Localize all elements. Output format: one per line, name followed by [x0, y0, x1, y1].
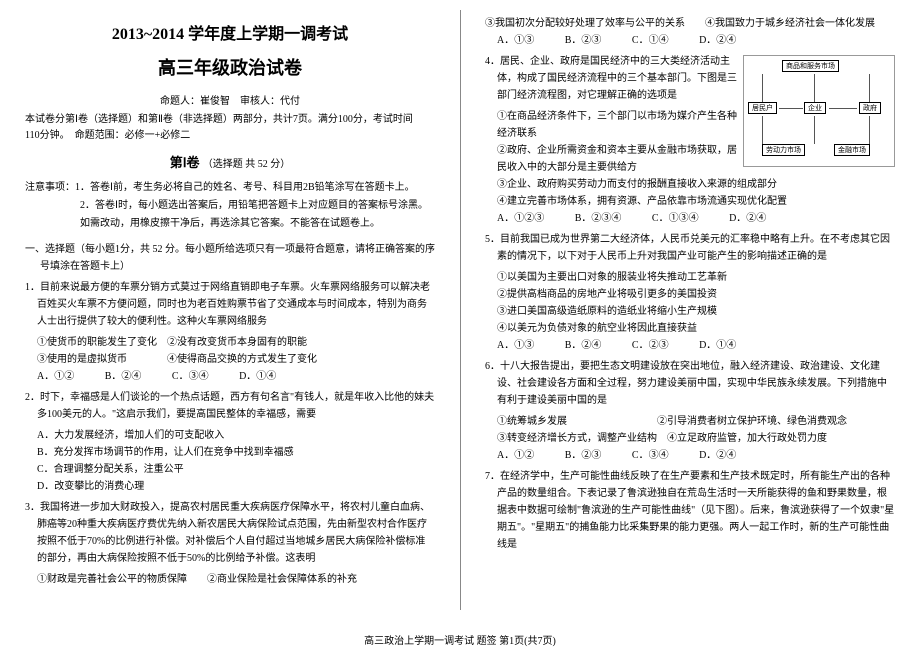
- page-footer: 高三政治上学期一调考试 题签 第1页(共7页): [0, 630, 920, 649]
- q1-choices: A．①② B．②④ C．③④ D．①④: [25, 368, 435, 385]
- q1-stem: 1．目前来说最方便的车票分销方式莫过于网络直销即电子车票。火车票网络服务可以解决…: [25, 279, 435, 330]
- q6-b: B．②③: [565, 447, 602, 464]
- q4-d: D．②④: [729, 210, 766, 227]
- q4-o4: ④建立完善市场体系，拥有资源、产品依靠市场流通实现优化配置: [485, 193, 895, 210]
- q4-o3: ③企业、政府购买劳动力而支付的报酬直接收入来源的组成部分: [485, 176, 895, 193]
- q3-b: B．②③: [565, 32, 602, 49]
- exam-year-title: 2013~2014 学年度上学期一调考试: [25, 20, 435, 44]
- section-instruction: 一、选择题（每小题1分，共 52 分。每小题所给选项只有一项最符合题意，请将正确…: [25, 241, 435, 275]
- q1-d: D．①④: [239, 368, 276, 385]
- q2-d: D．改变攀比的消费心理: [25, 478, 435, 495]
- q6-choices: A．①② B．②③ C．③④ D．②④: [485, 447, 895, 464]
- q6-d: D．②④: [699, 447, 736, 464]
- diag-br: 金融市场: [834, 144, 870, 156]
- q5-c: C．②③: [632, 337, 669, 354]
- q2-c: C．合理调整分配关系，注重公平: [25, 461, 435, 478]
- diag-left: 居民户: [748, 102, 777, 114]
- q4-c: C．①③④: [652, 210, 699, 227]
- diag-bl: 劳动力市场: [762, 144, 805, 156]
- q2-a: A．大力发展经济，增加人们的可支配收入: [25, 427, 435, 444]
- q5-b: B．②④: [565, 337, 602, 354]
- q5-o4: ④以美元为负债对象的航空业将因此直接获益: [485, 320, 895, 337]
- notice-l2: 2．答卷Ⅰ时，每小题选出答案后，用铅笔把答题卡上对应题目的答案标号涂黑。: [25, 197, 435, 215]
- q1-a: A．①②: [37, 368, 74, 385]
- q6-a: A．①②: [497, 447, 534, 464]
- notice-block: 注意事项：1．答卷Ⅰ前，考生务必将自己的姓名、考号、科目用2B铅笔涂写在答题卡上…: [25, 179, 435, 233]
- q6-c: C．③④: [632, 447, 669, 464]
- q5-o3: ③进口美国高级造纸原料的造纸业将缩小生产规模: [485, 303, 895, 320]
- q1-sub1: ①使货币的职能发生了变化 ②没有改变货币本身固有的职能: [25, 334, 435, 351]
- q5-o1: ①以美国为主要出口对象的服装业将失推动工艺革新: [485, 269, 895, 286]
- section-1-sub: （选择题 共 52 分）: [203, 159, 291, 170]
- q4-block: 商品和服务市场 居民户 企业 政府 劳动力市场 金融市场 4．居民、企业、政府是…: [485, 53, 895, 227]
- q3-d: D．②④: [699, 32, 736, 49]
- right-column: ③我国初次分配较好处理了效率与公平的关系 ④我国致力于城乡经济社会一体化发展 A…: [460, 0, 920, 630]
- diag-mid: 企业: [804, 102, 826, 114]
- q6-o2: ③转变经济增长方式，调整产业结构 ④立足政府监管，加大行政处罚力度: [485, 430, 895, 447]
- q2-stem: 2．时下，幸福感是人们谈论的一个热点话题，西方有句名言"有钱人，就是年收入比他的…: [25, 389, 435, 423]
- diag-top: 商品和服务市场: [782, 60, 839, 72]
- q5-o2: ②提供高档商品的房地产业将吸引更多的美国投资: [485, 286, 895, 303]
- q5-stem: 5．目前我国已成为世界第二大经济体，人民币兑美元的汇率稳中略有上升。在不考虑其它…: [485, 231, 895, 265]
- q3-sub2: ③我国初次分配较好处理了效率与公平的关系 ④我国致力于城乡经济社会一体化发展: [485, 15, 895, 32]
- q6-o1: ①统筹城乡发展 ②引导消费者树立保护环境、绿色消费观念: [485, 413, 895, 430]
- q3-a: A．①③: [497, 32, 534, 49]
- q6-stem: 6．十八大报告提出，要把生态文明建设放在突出地位，融入经济建设、政治建设、文化建…: [485, 358, 895, 409]
- q5-a: A．①③: [497, 337, 534, 354]
- q3-choices: A．①③ B．②③ C．①④ D．②④: [485, 32, 895, 49]
- q1-c: C．③④: [172, 368, 209, 385]
- q5-d: D．①④: [699, 337, 736, 354]
- q3-stem: 3．我国将进一步加大财政投入，提高农村居民重大疾病医疗保障水平，将农村儿童白血病…: [25, 499, 435, 567]
- notice-l3: 如需改动，用橡皮擦干净后，再选涂其它答案。不能答在试题卷上。: [25, 215, 435, 233]
- section-1-label: 第Ⅰ卷: [170, 155, 200, 170]
- left-column: 2013~2014 学年度上学期一调考试 高三年级政治试卷 命题人：崔俊智 审核…: [0, 0, 460, 630]
- q4-b: B．②③④: [575, 210, 622, 227]
- author-line: 命题人：崔俊智 审核人：代付: [25, 92, 435, 107]
- section-1-header: 第Ⅰ卷 （选择题 共 52 分）: [25, 152, 435, 171]
- economy-diagram: 商品和服务市场 居民户 企业 政府 劳动力市场 金融市场: [743, 55, 895, 167]
- q3-sub1: ①财政是完善社会公平的物质保障 ②商业保险是社会保障体系的补充: [25, 571, 435, 588]
- q4-a: A．①②③: [497, 210, 544, 227]
- q4-choices: A．①②③ B．②③④ C．①③④ D．②④: [485, 210, 895, 227]
- diag-right: 政府: [859, 102, 881, 114]
- q5-choices: A．①③ B．②④ C．②③ D．①④: [485, 337, 895, 354]
- intro-line2: 110分钟。 命题范围：必修一+必修二: [25, 130, 190, 141]
- notice-l1: 注意事项：1．答卷Ⅰ前，考生务必将自己的姓名、考号、科目用2B铅笔涂写在答题卡上…: [25, 179, 435, 197]
- intro-line1: 本试卷分第Ⅰ卷（选择题）和第Ⅱ卷（非选择题）两部分，共计7页。满分100分，考试…: [25, 114, 413, 125]
- q3-c: C．①④: [632, 32, 669, 49]
- q1-sub2: ③使用的是虚拟货币 ④使得商品交换的方式发生了变化: [25, 351, 435, 368]
- q1-b: B．②④: [105, 368, 142, 385]
- q7-stem: 7．在经济学中，生产可能性曲线反映了在生产要素和生产技术既定时，所有能生产出的各…: [485, 468, 895, 553]
- exam-subject-title: 高三年级政治试卷: [25, 54, 435, 80]
- exam-intro: 本试卷分第Ⅰ卷（选择题）和第Ⅱ卷（非选择题）两部分，共计7页。满分100分，考试…: [25, 112, 435, 144]
- q2-b: B．充分发挥市场调节的作用，让人们在竞争中找到幸福感: [25, 444, 435, 461]
